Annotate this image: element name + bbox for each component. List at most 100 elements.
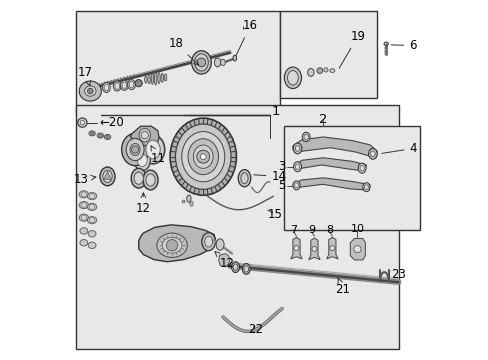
Text: 21: 21 xyxy=(335,278,350,296)
Ellipse shape xyxy=(383,42,387,45)
Text: 2: 2 xyxy=(319,113,327,126)
Ellipse shape xyxy=(182,132,224,182)
Text: 1: 1 xyxy=(271,105,280,118)
Ellipse shape xyxy=(88,230,96,237)
Circle shape xyxy=(353,246,360,253)
Text: 8: 8 xyxy=(325,225,333,235)
Circle shape xyxy=(90,132,94,135)
Ellipse shape xyxy=(129,81,134,88)
Ellipse shape xyxy=(238,170,250,187)
Ellipse shape xyxy=(79,214,88,221)
Ellipse shape xyxy=(241,173,247,184)
Polygon shape xyxy=(290,237,302,259)
Ellipse shape xyxy=(202,233,215,251)
Text: 22: 22 xyxy=(247,323,263,336)
Circle shape xyxy=(311,246,316,251)
Ellipse shape xyxy=(370,151,374,157)
Circle shape xyxy=(200,154,206,159)
Ellipse shape xyxy=(164,74,166,81)
Ellipse shape xyxy=(100,167,115,186)
Ellipse shape xyxy=(134,172,143,184)
Circle shape xyxy=(135,80,142,87)
Text: 4: 4 xyxy=(381,142,416,155)
Ellipse shape xyxy=(88,242,96,248)
Ellipse shape xyxy=(145,174,155,186)
Ellipse shape xyxy=(214,58,221,67)
Ellipse shape xyxy=(302,132,309,141)
Ellipse shape xyxy=(191,51,211,74)
Text: ←20: ←20 xyxy=(99,116,124,129)
Circle shape xyxy=(323,68,327,72)
Circle shape xyxy=(81,192,86,197)
Ellipse shape xyxy=(187,139,218,175)
Polygon shape xyxy=(349,238,365,260)
Ellipse shape xyxy=(357,163,366,173)
Ellipse shape xyxy=(216,239,224,250)
Text: 9: 9 xyxy=(308,225,315,235)
Ellipse shape xyxy=(89,131,95,136)
Ellipse shape xyxy=(293,162,301,172)
Polygon shape xyxy=(218,253,230,267)
Ellipse shape xyxy=(158,73,160,84)
Ellipse shape xyxy=(102,170,112,183)
Circle shape xyxy=(196,150,209,163)
Ellipse shape xyxy=(186,195,191,202)
Ellipse shape xyxy=(80,239,88,246)
Polygon shape xyxy=(104,171,111,179)
Polygon shape xyxy=(292,137,376,158)
Text: 19: 19 xyxy=(339,30,365,68)
Ellipse shape xyxy=(233,264,237,270)
Ellipse shape xyxy=(120,80,128,90)
Ellipse shape xyxy=(104,134,110,139)
Ellipse shape xyxy=(79,202,88,209)
Ellipse shape xyxy=(242,264,250,274)
Ellipse shape xyxy=(134,150,150,171)
Text: 17: 17 xyxy=(77,66,92,86)
Ellipse shape xyxy=(233,55,236,61)
Text: 12: 12 xyxy=(136,193,151,215)
Ellipse shape xyxy=(131,168,146,188)
Text: 7: 7 xyxy=(290,225,297,235)
Ellipse shape xyxy=(84,86,96,96)
Text: 3: 3 xyxy=(278,160,285,173)
Ellipse shape xyxy=(122,134,148,166)
Ellipse shape xyxy=(287,71,298,85)
Text: 12: 12 xyxy=(215,252,234,270)
Ellipse shape xyxy=(79,191,88,198)
Ellipse shape xyxy=(115,83,119,89)
Ellipse shape xyxy=(220,59,225,66)
Ellipse shape xyxy=(189,201,193,206)
Circle shape xyxy=(81,203,86,208)
Circle shape xyxy=(87,88,93,94)
Ellipse shape xyxy=(141,135,164,164)
Polygon shape xyxy=(293,178,369,190)
Ellipse shape xyxy=(137,154,147,167)
Polygon shape xyxy=(130,126,159,147)
Ellipse shape xyxy=(292,181,300,190)
Ellipse shape xyxy=(87,193,97,200)
Circle shape xyxy=(89,218,94,223)
Text: 11: 11 xyxy=(150,146,165,165)
Ellipse shape xyxy=(295,145,299,151)
Ellipse shape xyxy=(194,54,208,71)
Ellipse shape xyxy=(307,68,313,76)
Ellipse shape xyxy=(97,133,103,138)
Polygon shape xyxy=(308,238,320,260)
Text: 16: 16 xyxy=(236,19,257,55)
Circle shape xyxy=(89,194,94,199)
Ellipse shape xyxy=(175,124,230,189)
Polygon shape xyxy=(139,225,215,262)
Ellipse shape xyxy=(293,143,301,154)
Ellipse shape xyxy=(170,118,236,195)
Circle shape xyxy=(293,246,298,251)
Circle shape xyxy=(197,58,205,67)
Ellipse shape xyxy=(364,185,367,189)
Circle shape xyxy=(166,239,178,251)
Circle shape xyxy=(329,246,334,251)
Polygon shape xyxy=(326,237,337,259)
Ellipse shape xyxy=(80,228,88,234)
Ellipse shape xyxy=(368,148,376,159)
Bar xyxy=(76,105,398,348)
Ellipse shape xyxy=(161,73,163,82)
Ellipse shape xyxy=(79,81,101,101)
